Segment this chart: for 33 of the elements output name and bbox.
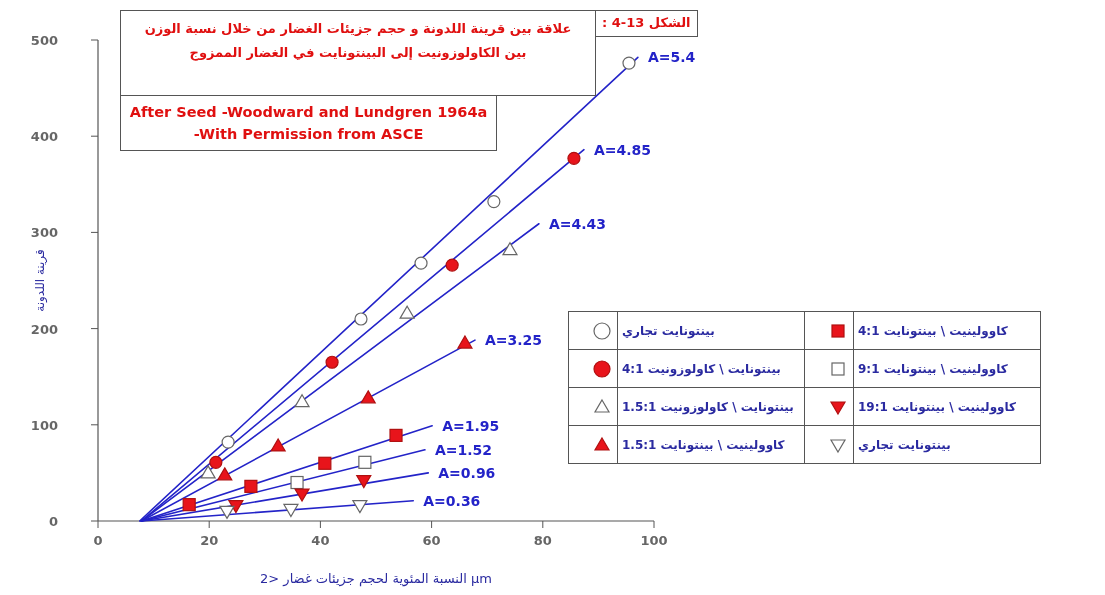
x-axis-title: النسبة المئوية لحجم جزيئات غضار <2 μm	[260, 571, 492, 587]
series-label: A=4.43	[548, 215, 607, 232]
legend-label: كاوولينيت \ بينتونايت 1.5:1	[617, 425, 805, 464]
y-tick-label: 500	[30, 33, 58, 48]
x-tick-label: 80	[533, 533, 552, 548]
text-box: After Seed -Woodward and Lundgren 1964a -With Permission from ASCE	[120, 95, 497, 151]
series-label: A=1.95	[442, 417, 500, 434]
y-tick-label: 400	[30, 129, 58, 145]
legend-label: بينتونايت \ كاولوزونيت 1.5:1	[617, 387, 805, 426]
legend-label: كاوولينيت \ بينتونايت 9:1	[853, 349, 1041, 388]
y-tick-label: 200	[30, 321, 58, 337]
x-tick-label: 100	[640, 533, 668, 548]
x-tick-label: 60	[422, 533, 441, 548]
text-box: علاقة بين قرينة اللدونة و حجم جزيئات الغضار من خلال نسبة الوزن بين الكاولوزونيت إلى البينتونايت في الغضار الممزوج	[120, 10, 596, 96]
legend-label: بينتونايت تجاري	[617, 311, 805, 350]
legend-label: بينتونايت \ كاولوزونيت 4:1	[617, 349, 805, 388]
series-label: A=5.4	[647, 49, 696, 66]
series-label: A=1.52	[434, 441, 493, 458]
y-axis-title: قرينة اللدونة	[33, 249, 48, 312]
series-label: A=0.36	[423, 492, 481, 509]
series-label: A=3.25	[484, 332, 543, 349]
y-tick-label: 300	[30, 225, 58, 241]
y-tick-label: 100	[30, 417, 58, 433]
legend-label: كاوولينيت \ بينتونايت 19:1	[853, 387, 1041, 426]
y-tick-label: 0	[48, 514, 58, 529]
series-label: A=4.85	[593, 141, 652, 158]
text-box: الشكل 13-4 :	[595, 10, 698, 37]
legend-label: بينتونايت تجاري	[853, 425, 1041, 464]
legend-label: كاوولينيت \ بينتونايت 4:1	[853, 311, 1041, 350]
series-label: A=0.96	[438, 464, 496, 481]
x-tick-label: 40	[311, 533, 330, 548]
x-tick-label: 20	[200, 533, 219, 548]
x-tick-label: 0	[93, 533, 103, 548]
